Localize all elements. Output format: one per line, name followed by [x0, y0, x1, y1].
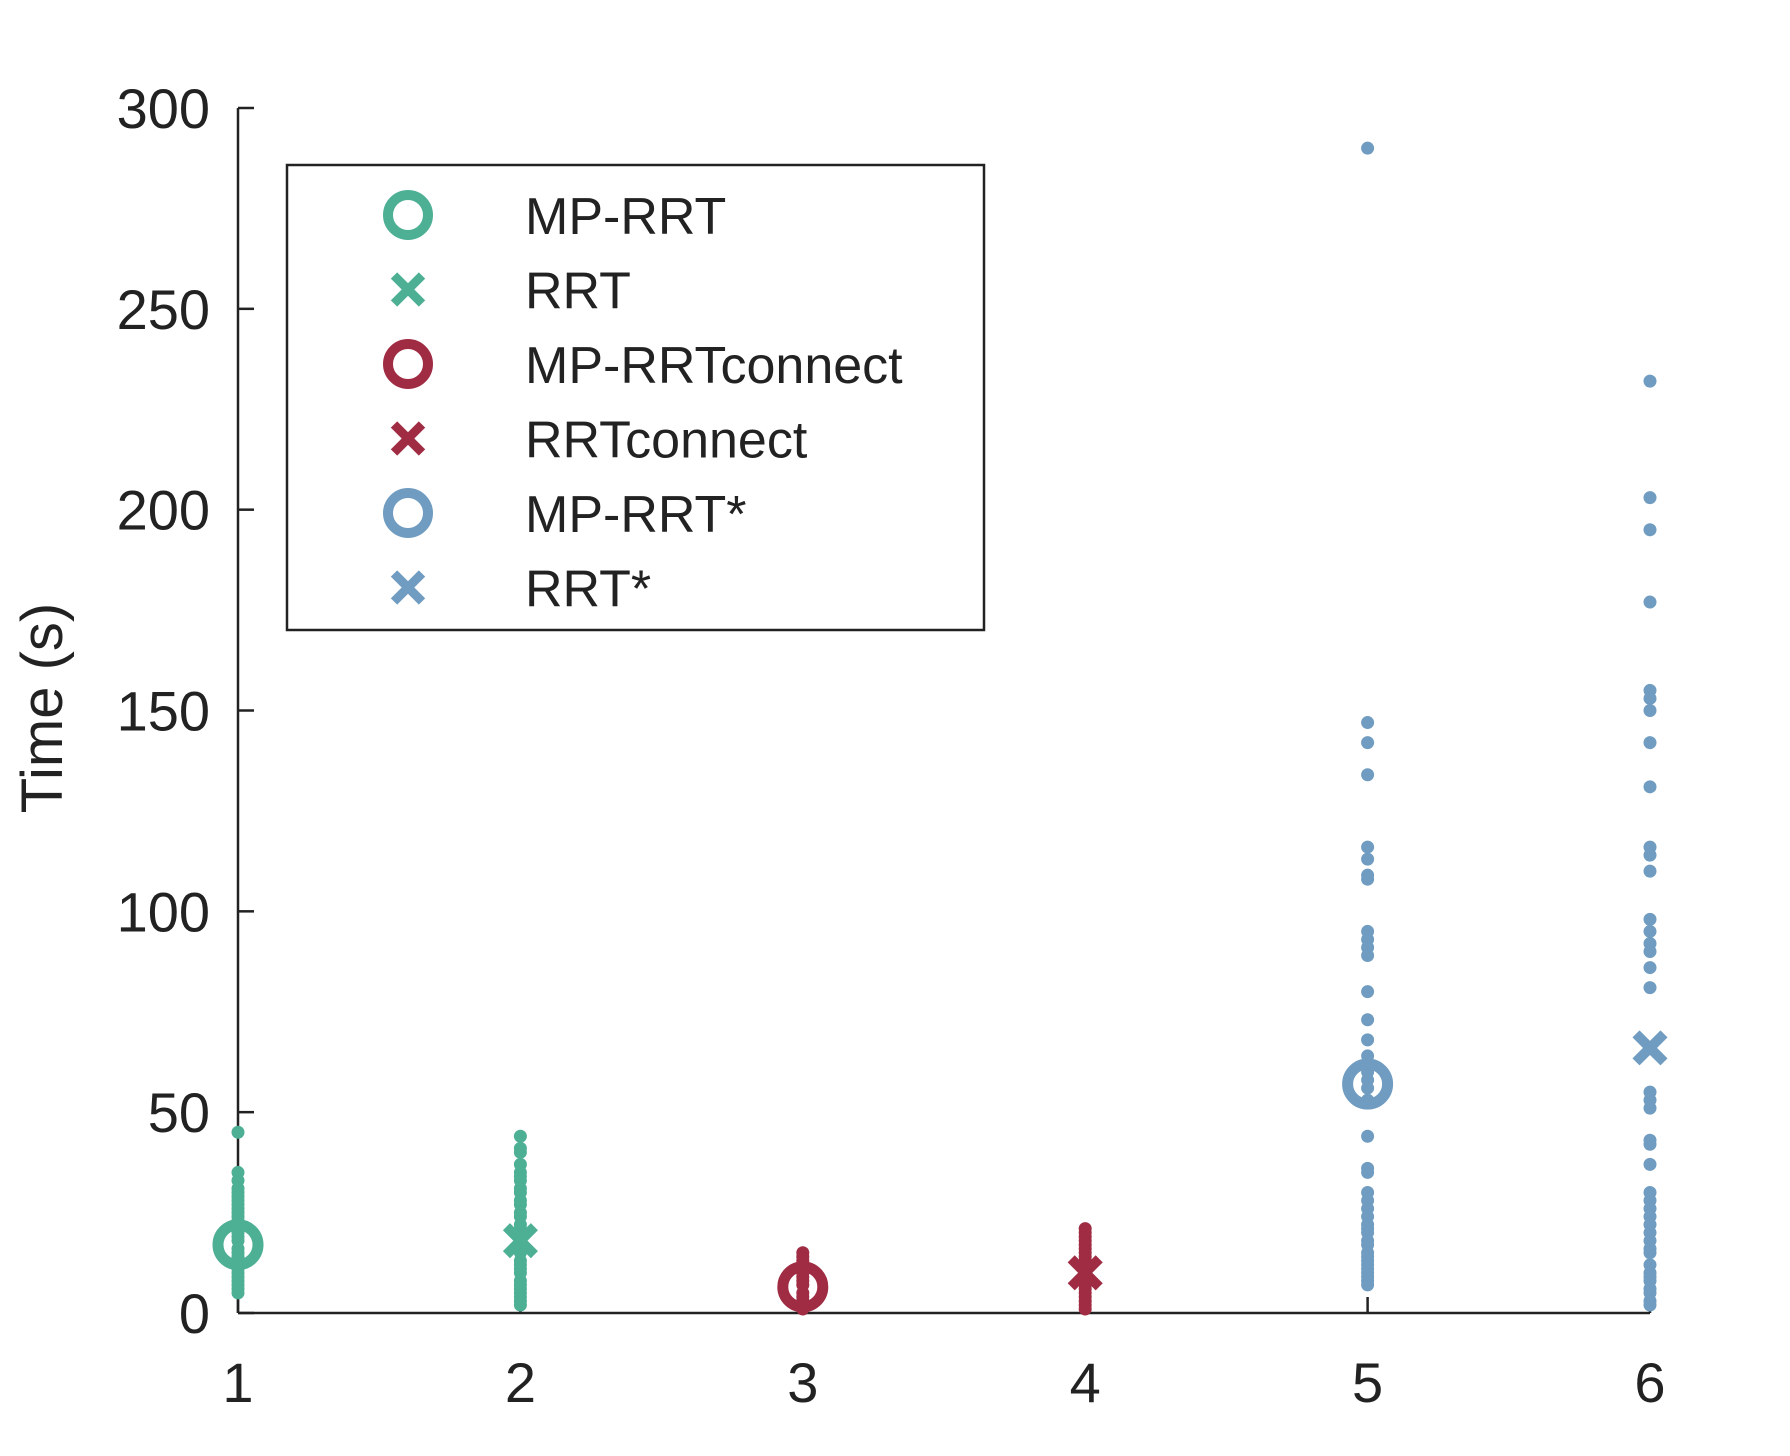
series-mp-rrt--points	[1361, 141, 1375, 1292]
summary-circle-marker	[777, 1261, 829, 1313]
data-point	[1643, 981, 1657, 995]
data-point	[1643, 780, 1657, 794]
legend-label: RRT*	[525, 561, 651, 619]
data-point	[1361, 1278, 1375, 1292]
y-tick-label: 50	[148, 1081, 210, 1144]
data-point	[513, 1129, 527, 1143]
data-point	[1361, 1129, 1375, 1143]
summary-circle-marker	[212, 1219, 264, 1271]
legend-label: MP-RRT	[525, 188, 726, 246]
data-point	[513, 1298, 527, 1312]
data-point	[1643, 691, 1657, 705]
series-rrt--points	[1643, 374, 1657, 1312]
data-point	[1361, 1081, 1375, 1095]
legend: MP-RRT RRT MP-RRTconnect RRTconnect MP-RRT* R…	[285, 163, 986, 632]
data-point	[1643, 704, 1657, 717]
legend-item: RRT*	[390, 561, 651, 619]
x-tick-label: 4	[1070, 1351, 1101, 1414]
legend-item: MP-RRT*	[383, 486, 746, 544]
data-point	[1643, 491, 1657, 505]
legend-label: MP-RRTconnect	[525, 337, 903, 395]
legend-circle-marker	[383, 488, 433, 538]
data-point	[1361, 852, 1375, 866]
x-tick-label: 6	[1634, 1351, 1665, 1414]
legend-label: RRT	[525, 263, 631, 321]
legend-item: RRTconnect	[390, 412, 808, 470]
data-point	[1643, 864, 1657, 878]
x-tick-label: 5	[1352, 1351, 1383, 1414]
data-point	[1361, 768, 1375, 782]
data-point	[1643, 912, 1657, 926]
y-tick-label: 300	[117, 77, 210, 140]
data-point	[1643, 595, 1657, 609]
data-point	[1361, 716, 1375, 730]
legend-item: MP-RRTconnect	[383, 337, 903, 395]
legend-x-marker	[390, 570, 426, 605]
legend-circle-marker	[383, 339, 433, 389]
data-point	[231, 1125, 245, 1139]
y-tick-label: 100	[117, 880, 210, 943]
y-axis: 0 50 100 150 200 250 300	[117, 77, 254, 1345]
legend-item: RRT	[390, 263, 631, 321]
data-point	[1643, 1137, 1657, 1151]
summary-circle-marker	[1342, 1058, 1394, 1110]
series-rrtconnect-points	[1078, 1222, 1092, 1316]
data-point	[1643, 1246, 1657, 1260]
data-point	[1643, 924, 1657, 938]
data-point	[1643, 374, 1657, 388]
y-tick-label: 200	[117, 479, 210, 542]
data-point	[1361, 1165, 1375, 1179]
data-point	[1643, 1101, 1657, 1115]
data-point	[231, 1286, 245, 1300]
summary-x-marker	[502, 1223, 538, 1259]
series-rrt-points	[513, 1129, 527, 1312]
data-point	[1643, 945, 1657, 958]
legend-box	[285, 163, 986, 632]
summary-x-marker	[1067, 1255, 1103, 1291]
data-point	[1643, 848, 1657, 862]
data-point	[1361, 949, 1375, 963]
legend-x-marker	[390, 272, 426, 307]
data-point	[1643, 1157, 1657, 1171]
x-axis: 1 2 3 4 5 6	[222, 1297, 1666, 1414]
data-point	[1361, 1013, 1375, 1027]
x-tick-label: 3	[787, 1351, 818, 1414]
legend-label: RRTconnect	[525, 412, 808, 470]
data-point	[1361, 1033, 1375, 1047]
data-point	[1361, 985, 1375, 999]
data-point	[1643, 1298, 1657, 1312]
y-tick-label: 0	[179, 1282, 210, 1345]
summary-x-marker	[1632, 1030, 1668, 1066]
data-point	[1643, 523, 1657, 537]
legend-circle-marker	[383, 190, 433, 240]
data-point	[1643, 736, 1657, 750]
summary-markers	[212, 1030, 1668, 1313]
data-point	[1361, 872, 1375, 886]
data-point	[513, 1145, 527, 1159]
y-tick-label: 250	[117, 278, 210, 341]
legend-label: MP-RRT*	[525, 486, 746, 544]
legend-item: MP-RRT	[383, 188, 726, 246]
y-axis-label: Time (s)	[10, 603, 75, 813]
x-tick-label: 2	[505, 1351, 536, 1414]
data-point	[1361, 141, 1375, 155]
y-tick-label: 150	[117, 680, 210, 743]
data-point	[1078, 1302, 1092, 1316]
legend-x-marker	[390, 421, 426, 456]
x-tick-label: 1	[222, 1351, 253, 1414]
data-point	[1361, 840, 1375, 854]
data-point	[1643, 961, 1657, 975]
data-point	[1361, 736, 1375, 750]
